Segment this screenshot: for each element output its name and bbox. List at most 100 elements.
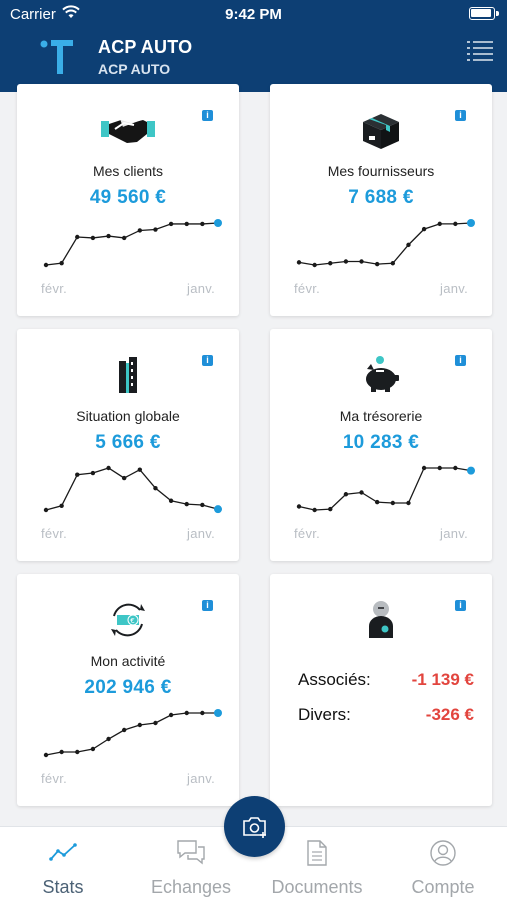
piggy-bank-icon xyxy=(366,356,399,392)
sparkline-point xyxy=(328,506,333,512)
sparkline-point xyxy=(75,472,80,477)
info-icon[interactable]: i xyxy=(455,600,466,611)
sparkline-point xyxy=(343,492,349,497)
card-label: Situation globale xyxy=(76,408,180,424)
sparkline-point xyxy=(106,465,111,471)
sparkline-current-point xyxy=(214,505,222,514)
card-icon-wrap xyxy=(270,112,492,150)
tab-documents[interactable]: Documents xyxy=(254,827,380,900)
sparkline-point xyxy=(153,227,158,232)
sparkline-point xyxy=(137,467,143,472)
company-title: ACP AUTO xyxy=(98,37,193,57)
tab-echanges[interactable]: Echanges xyxy=(128,827,254,900)
sparkline-point xyxy=(59,503,64,508)
axis-start-label: févr. xyxy=(41,281,68,296)
sparkline-point xyxy=(59,260,64,266)
card-label: Mon activité xyxy=(90,653,166,669)
sparkline-point xyxy=(296,504,302,509)
sparkline-chart xyxy=(43,709,222,758)
card-value: 10 283 € xyxy=(342,432,420,453)
tab-icon-wrap xyxy=(254,839,380,867)
sparkline-point xyxy=(59,749,64,755)
info-icon[interactable]: i xyxy=(202,110,213,121)
card-situation-globale[interactable]: i Situation globale 5 666 € févr. janv. xyxy=(17,329,239,561)
sparkline-current-point xyxy=(467,466,475,475)
sparkline-point xyxy=(75,234,80,240)
sparkline-point xyxy=(90,235,96,241)
status-time: 9:42 PM xyxy=(225,6,282,23)
info-icon[interactable]: i xyxy=(202,600,213,611)
tab-icon-wrap xyxy=(0,839,126,863)
sparkline-point xyxy=(343,259,349,264)
sparkline-point xyxy=(406,242,411,248)
building-icon xyxy=(119,357,137,393)
info-icon[interactable]: i xyxy=(455,355,466,366)
sparkline-path xyxy=(45,712,218,756)
battery-icon xyxy=(469,7,495,20)
axis-end-label: janv. xyxy=(187,771,215,786)
associes-row: Associés: -1 139 € xyxy=(298,670,474,690)
card-associes[interactable]: i Associés: -1 139 € Divers: -326 € xyxy=(270,574,492,806)
carrier-label: Carrier xyxy=(10,6,56,23)
sparkline-point xyxy=(168,712,174,718)
card-icon-wrap xyxy=(270,600,492,640)
info-icon[interactable]: i xyxy=(455,110,466,121)
associes-label: Associés: xyxy=(298,670,371,689)
sparkline-point xyxy=(453,465,458,471)
sparkline-point xyxy=(184,221,189,227)
sparkline-point xyxy=(200,710,205,716)
sparkline-point xyxy=(168,221,174,227)
sparkline-chart xyxy=(296,465,475,513)
card-mon-activite[interactable]: i € Mon activité 202 946 € févr. janv. xyxy=(17,574,239,806)
sparkline-point xyxy=(374,261,380,267)
battery-tip xyxy=(496,11,499,16)
card-value: 49 560 € xyxy=(89,187,167,208)
sparkline-current-point xyxy=(214,219,222,227)
axis-end-label: janv. xyxy=(187,526,215,541)
divers-value: -326 € xyxy=(425,705,474,724)
tab-stats[interactable]: Stats xyxy=(0,827,126,900)
sparkline-point xyxy=(200,221,205,227)
sparkline-point xyxy=(43,507,49,513)
card-label: Mes fournisseurs xyxy=(327,163,435,179)
sparkline-point xyxy=(43,262,49,268)
tab-compte[interactable]: Compte xyxy=(380,827,506,900)
card-icon-wrap: € xyxy=(17,601,239,639)
card-ma-tresorerie[interactable]: i Ma trésorerie 10 283 € févr. janv. xyxy=(270,329,492,561)
wifi-icon xyxy=(62,5,80,18)
info-icon[interactable]: i xyxy=(202,355,213,366)
sparkline-point xyxy=(106,233,111,239)
axis-end-label: janv. xyxy=(440,526,468,541)
camera-button[interactable] xyxy=(224,796,285,857)
sparkline-point xyxy=(390,500,396,506)
sparkline-path xyxy=(298,222,472,266)
chat-bubbles-icon xyxy=(177,840,205,865)
status-bar: Carrier 9:42 PM xyxy=(0,0,507,30)
card-icon-wrap xyxy=(17,112,239,148)
tab-label: Echanges xyxy=(150,877,232,897)
sparkline-chart xyxy=(296,219,475,268)
card-label: Mes clients xyxy=(92,163,164,179)
sparkline-current-point xyxy=(467,219,475,227)
sparkline-point xyxy=(153,485,158,491)
app-logo-icon xyxy=(40,40,73,74)
card-value: 202 946 € xyxy=(84,677,172,698)
menu-icon[interactable] xyxy=(467,40,493,62)
handshake-icon xyxy=(101,113,155,143)
card-mes-clients[interactable]: i Mes clients 49 560 € févr. janv. xyxy=(17,84,239,316)
chart-line-icon xyxy=(49,843,77,861)
sparkline-point xyxy=(312,507,317,513)
card-mes-fournisseurs[interactable]: i Mes fournisseurs 7 688 € févr. janv. xyxy=(270,84,492,316)
sparkline-point xyxy=(390,261,396,266)
camera-plus-icon xyxy=(242,816,266,838)
sparkline-point xyxy=(75,749,80,755)
document-icon xyxy=(307,840,327,866)
card-icon-wrap xyxy=(17,357,239,393)
box-icon xyxy=(363,114,399,149)
sparkline-point xyxy=(359,259,364,264)
sparkline-point xyxy=(359,490,364,495)
axis-start-label: févr. xyxy=(41,771,68,786)
axis-start-label: févr. xyxy=(41,526,68,541)
sparkline-point xyxy=(106,736,111,742)
divers-label: Divers: xyxy=(298,705,351,724)
